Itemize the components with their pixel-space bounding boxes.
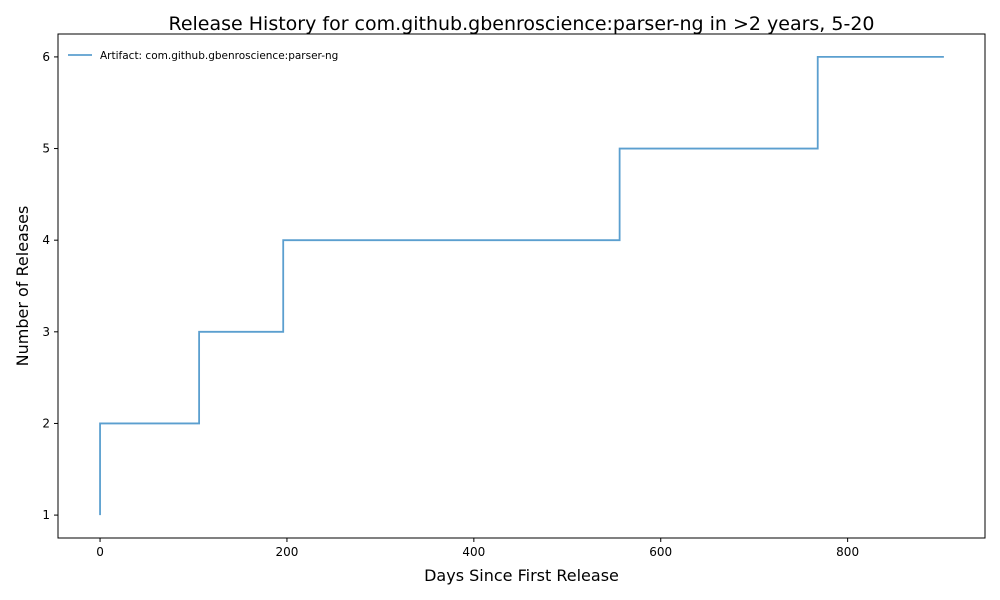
- x-axis-ticks: 0 200 400 600 800: [96, 538, 859, 559]
- series-layer: [99, 56, 944, 516]
- plot-frame: [57, 33, 986, 539]
- y-tick-label: 3: [42, 325, 50, 339]
- y-tick-label: 4: [42, 233, 50, 247]
- x-tick-label: 0: [96, 545, 104, 559]
- x-tick-label: 200: [275, 545, 298, 559]
- x-tick-label: 400: [462, 545, 485, 559]
- legend-label: Artifact: com.github.gbenroscience:parse…: [100, 50, 338, 62]
- x-tick-label: 800: [836, 545, 859, 559]
- series-line: [99, 56, 944, 516]
- y-tick-label: 5: [42, 142, 50, 156]
- y-tick-label: 6: [42, 50, 50, 64]
- y-tick-label: 2: [42, 416, 50, 430]
- plot-area: [58, 34, 985, 538]
- x-axis-label: Days Since First Release: [424, 566, 619, 585]
- chart-title: Release History for com.github.gbenrosci…: [168, 13, 874, 35]
- y-tick-label: 1: [42, 508, 50, 522]
- legend: Artifact: com.github.gbenroscience:parse…: [68, 50, 338, 62]
- x-tick-label: 600: [649, 545, 672, 559]
- y-axis-ticks: 1 2 3 4 5 6: [42, 50, 58, 522]
- y-axis-label: Number of Releases: [13, 206, 32, 367]
